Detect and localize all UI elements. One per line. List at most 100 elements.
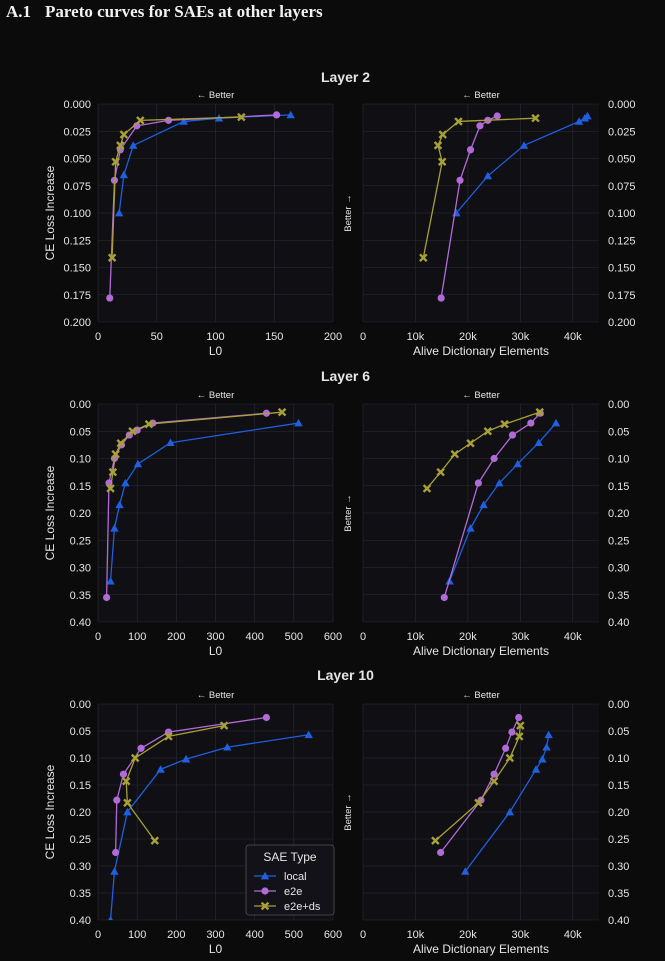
y-tick-label: 0.00 bbox=[70, 699, 91, 711]
point-e2e bbox=[474, 479, 482, 487]
point-local bbox=[479, 500, 488, 509]
x-tick-label: 40k bbox=[564, 929, 582, 941]
point-e2e-plus-ds bbox=[431, 836, 440, 845]
point-e2e-plus-ds-stroke bbox=[111, 449, 120, 459]
point-local bbox=[495, 478, 504, 487]
point-e2e-plus-ds-stroke bbox=[531, 113, 540, 123]
point-e2e-plus-ds bbox=[436, 467, 445, 477]
y-tick-label: 0.125 bbox=[63, 235, 91, 247]
point-local bbox=[114, 208, 124, 217]
better-arrow-label-side: Better → bbox=[343, 793, 354, 831]
point-e2e bbox=[515, 713, 523, 722]
point-e2e-plus-ds-stroke bbox=[433, 141, 443, 150]
layer2-title: Layer 2 bbox=[321, 69, 370, 85]
point-e2e-plus-ds bbox=[237, 112, 246, 122]
point-e2e-plus-ds bbox=[466, 438, 475, 448]
point-e2e-plus-ds bbox=[123, 798, 132, 808]
y-tick-label: 0.30 bbox=[608, 861, 629, 873]
x-tick-label: 400 bbox=[245, 631, 263, 643]
x-tick-label: 30k bbox=[511, 929, 529, 941]
point-local bbox=[115, 500, 124, 509]
y-tick-label: 0.40 bbox=[70, 617, 91, 629]
section-title: Pareto curves for SAEs at other layers bbox=[45, 2, 323, 21]
y-tick-label: 0.05 bbox=[608, 426, 629, 438]
point-e2e bbox=[440, 593, 448, 602]
point-e2e-plus-ds-stroke bbox=[466, 438, 475, 448]
point-e2e-plus-ds bbox=[438, 130, 447, 139]
point-e2e bbox=[437, 294, 445, 302]
point-e2e-plus-ds-stroke bbox=[150, 836, 160, 845]
point-e2e-plus-ds-stroke bbox=[136, 116, 145, 125]
point-e2e-plus-ds-stroke bbox=[107, 253, 117, 262]
point-e2e-plus-ds bbox=[136, 116, 145, 125]
point-e2e-plus-ds-stroke bbox=[106, 484, 115, 493]
point-e2e-plus-ds-stroke bbox=[130, 753, 140, 763]
point-e2e-plus-ds-stroke bbox=[454, 117, 463, 126]
x-tick-label: 0 bbox=[95, 631, 101, 643]
point-e2e-plus-ds bbox=[474, 798, 483, 808]
point-e2e-plus-ds bbox=[454, 117, 463, 126]
y-tick-label: 0.40 bbox=[608, 617, 629, 629]
point-local bbox=[538, 754, 547, 763]
y-tick-label: 0.35 bbox=[608, 590, 629, 602]
x-tick-label: 50 bbox=[151, 331, 163, 343]
point-local bbox=[110, 524, 119, 532]
point-e2e-plus-ds-stroke bbox=[483, 427, 493, 436]
point-e2e-plus-ds bbox=[164, 732, 173, 741]
x-tick-label: 400 bbox=[245, 929, 263, 941]
y-tick-label: 0.15 bbox=[70, 780, 91, 792]
series-line-e2e-plus-ds bbox=[422, 117, 536, 258]
y-tick-label: 0.15 bbox=[70, 481, 91, 493]
y-tick-label: 0.200 bbox=[608, 317, 636, 329]
point-local bbox=[156, 765, 165, 773]
layer2-chart: Layer 2 0.000 0.025 0.050 0.075 0.100 0.125 0.1… bbox=[43, 69, 636, 358]
series-line-e2e-plus-ds bbox=[111, 116, 242, 258]
y-tick-label: 0.25 bbox=[608, 535, 629, 547]
y-tick-label: 0.100 bbox=[63, 208, 91, 220]
point-e2e-plus-ds-stroke bbox=[111, 157, 120, 167]
layer6-right-panel: 0.00 0.05 0.10 0.15 0.20 0.25 0.30 0.35 0.40 0 10k… bbox=[343, 390, 629, 658]
layer6-left-series bbox=[103, 407, 303, 602]
layer10-chart: Layer 10 0.00 0.05 0.10 0.15 0.20 0.25 0.30 0.35… bbox=[43, 667, 629, 956]
x-tick-label: 30k bbox=[511, 631, 529, 643]
layer10-ylabel: CE Loss Increase bbox=[43, 764, 57, 859]
point-e2e-plus-ds bbox=[107, 253, 117, 262]
point-e2e-plus-ds bbox=[489, 776, 499, 786]
point-e2e-plus-ds-stroke bbox=[436, 467, 445, 477]
x-tick-label: 20k bbox=[459, 929, 477, 941]
y-tick-label: 0.35 bbox=[70, 590, 91, 602]
point-e2e bbox=[527, 419, 535, 427]
point-local bbox=[121, 478, 130, 487]
y-tick-label: 0.05 bbox=[608, 726, 629, 738]
point-e2e-plus-ds-stroke bbox=[438, 130, 447, 139]
point-e2e-plus-ds-stroke bbox=[123, 798, 132, 808]
layer2-right-panel: 0.000 0.025 0.050 0.075 0.100 0.125 0.150 0.175… bbox=[343, 90, 636, 358]
legend-marker-e2e-plus-ds bbox=[260, 901, 270, 911]
point-local bbox=[110, 867, 119, 875]
layer6-ylabel: CE Loss Increase bbox=[43, 465, 57, 560]
point-e2e bbox=[437, 848, 445, 857]
legend-marker-e2e-plus-ds-stroke bbox=[260, 901, 270, 911]
better-arrow-label: ← Better bbox=[197, 90, 235, 101]
y-tick-label: 0.200 bbox=[63, 317, 91, 329]
y-tick-label: 0.00 bbox=[70, 399, 91, 411]
y-tick-label: 0.05 bbox=[70, 726, 91, 738]
point-e2e-plus-ds bbox=[500, 419, 509, 429]
point-local bbox=[466, 524, 475, 532]
layer2-left-xlabel: L0 bbox=[209, 344, 223, 358]
series-line-e2e-plus-ds bbox=[125, 724, 225, 842]
point-e2e-plus-ds-stroke bbox=[431, 836, 440, 845]
y-tick-label: 0.25 bbox=[70, 535, 91, 547]
point-e2e-plus-ds-stroke bbox=[535, 407, 544, 417]
point-e2e-plus-ds bbox=[277, 407, 287, 417]
x-tick-label: 200 bbox=[167, 929, 185, 941]
point-e2e-plus-ds bbox=[119, 130, 129, 139]
point-local bbox=[166, 438, 175, 447]
point-local bbox=[483, 171, 493, 180]
point-local bbox=[583, 111, 592, 120]
x-tick-label: 0 bbox=[95, 331, 101, 343]
x-tick-label: 600 bbox=[324, 631, 342, 643]
point-e2e-plus-ds-stroke bbox=[422, 484, 432, 493]
y-tick-label: 0.075 bbox=[63, 181, 91, 193]
